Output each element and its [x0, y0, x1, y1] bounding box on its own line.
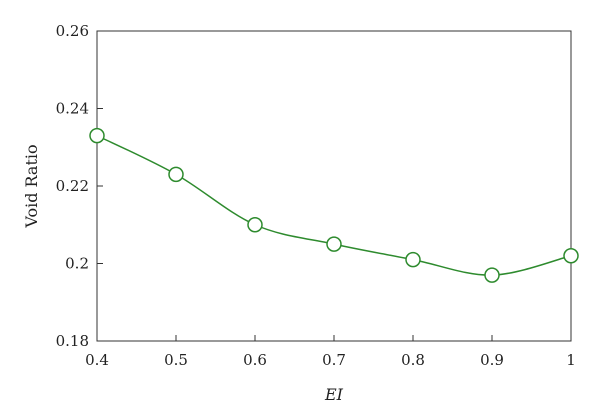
y-axis: 0.18 0.2 0.22 0.24 0.26 [56, 22, 103, 350]
series-line [96, 134, 572, 276]
plot-frame [96, 30, 572, 342]
y-tick-label: 0.2 [65, 255, 89, 273]
data-point [405, 251, 421, 268]
x-tick-label: 0.5 [164, 351, 188, 369]
data-point [484, 267, 500, 283]
x-tick-label: 0.6 [243, 351, 267, 369]
x-axis-title: EI [324, 385, 344, 404]
y-tick-label: 0.24 [56, 100, 89, 118]
data-point [326, 236, 342, 252]
x-axis: 0.4 0.5 0.6 0.7 0.8 0.9 1 [85, 335, 576, 369]
data-points [89, 127, 579, 283]
x-tick-label: 0.8 [401, 351, 425, 369]
y-axis-title: Void Ratio [22, 144, 41, 228]
data-point [168, 166, 184, 183]
y-tick-label: 0.26 [56, 22, 89, 40]
y-tick-label: 0.18 [56, 332, 89, 350]
data-point [89, 127, 105, 144]
data-point [247, 217, 263, 233]
x-tick-label: 0.4 [85, 351, 109, 369]
x-tick-label: 1 [566, 351, 576, 369]
data-point [563, 248, 579, 264]
y-tick-label: 0.22 [56, 177, 89, 195]
x-tick-label: 0.9 [480, 351, 504, 369]
x-tick-label: 0.7 [322, 351, 346, 369]
